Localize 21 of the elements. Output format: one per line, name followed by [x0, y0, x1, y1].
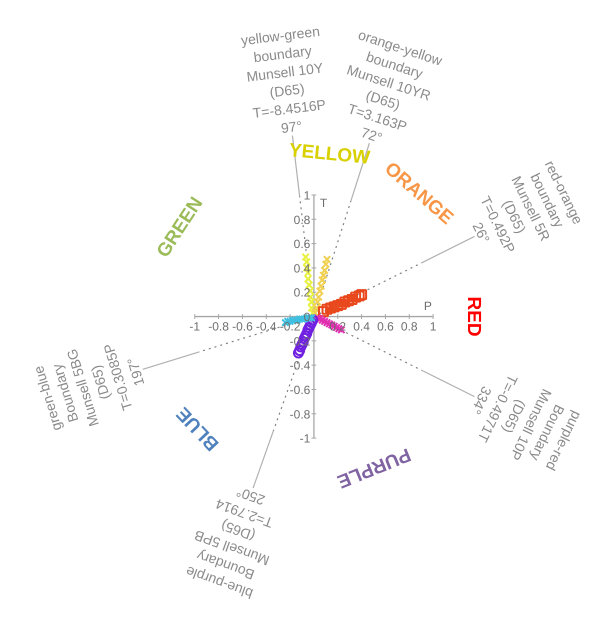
- x-tick-label: 0.8: [400, 319, 418, 334]
- annotation: yellow-green boundary Munsell 10Y (D65) T=-8.4516P 97°: [240, 22, 327, 136]
- x-tick-label: -0.8: [208, 319, 230, 334]
- y-tick-label: -0.6: [290, 382, 311, 397]
- x-tick-label: -0.4: [256, 319, 277, 334]
- y-tick-label: 0.6: [294, 237, 311, 252]
- text: YELLOW: [288, 140, 371, 169]
- y-tick-label: -1: [300, 432, 311, 446]
- y-tick-label: 1: [304, 188, 311, 202]
- x-tick-label: 0.4: [353, 319, 370, 334]
- y-tick-label: 0: [304, 310, 311, 324]
- text: RED: [463, 296, 484, 337]
- x-tick-label: -0.6: [232, 319, 254, 334]
- y-tick-label: -0.4: [290, 358, 311, 373]
- x-tick-label: 0.6: [377, 319, 394, 334]
- y-axis-title: T: [320, 196, 328, 210]
- x-tick-label: -1: [189, 319, 200, 334]
- x-axis-title: P: [424, 298, 432, 313]
- x-tick-label: 1: [430, 319, 437, 334]
- y-tick-label: 0.8: [294, 212, 311, 227]
- y-tick-label: -0.8: [290, 407, 311, 422]
